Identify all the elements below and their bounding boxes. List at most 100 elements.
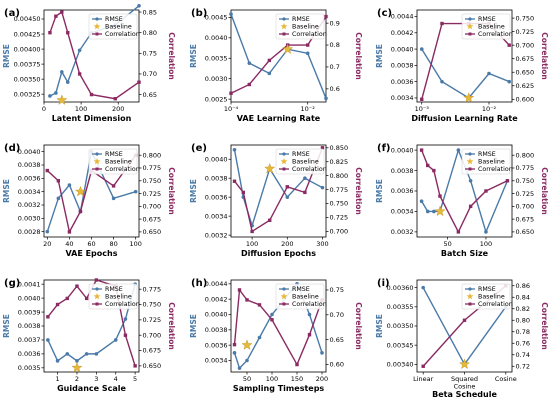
correlation-point: [306, 43, 310, 47]
plot-frame: [43, 9, 140, 103]
y-right-axis-label: Correlation: [167, 302, 176, 349]
y-right-tick-label: 0.775: [330, 186, 349, 194]
panel-f: 50 100 0.0032 0.0034 0.0036 0.0038 0.0040 0.650…: [375, 143, 549, 258]
y-right-tick-label: 0.600: [516, 95, 535, 103]
y-right-tick-label: 0.60: [330, 361, 344, 369]
y-left-tick-label: 0.00340: [387, 361, 414, 369]
plot-frame: [416, 9, 513, 103]
y-left-tick-label: 0.0038: [18, 322, 41, 330]
y-right-tick-label: 0.650: [143, 362, 162, 370]
baseline-star: [71, 362, 83, 373]
y-left-tick-label: 0.00360: [387, 284, 414, 292]
rmse-point: [245, 358, 249, 363]
x-tick-label: 4: [114, 375, 118, 383]
y-right-tick-label: 0.72: [516, 362, 530, 370]
legend-rmse-marker: [282, 152, 286, 156]
y-left-tick-label: 0.0034: [205, 357, 228, 365]
y-right-axis-label: Correlation: [540, 32, 549, 79]
legend-correlation-label: Correlation: [478, 301, 513, 308]
y-left-tick-label: 0.00450: [14, 15, 41, 23]
y-right-tick-label: 0.700: [143, 203, 162, 211]
rmse-point: [487, 71, 491, 76]
rmse-point: [54, 91, 58, 95]
y-left-tick-label: 0.0040: [205, 155, 228, 163]
rmse-point: [305, 51, 310, 56]
y-right-tick-label: 0.700: [330, 228, 349, 236]
y-left-tick-label: 0.0034: [18, 188, 41, 196]
y-left-axis-label: RMSE: [2, 44, 11, 68]
plot-frame: [230, 279, 327, 373]
y-right-tick-label: 0.80: [143, 29, 157, 37]
legend-baseline-label: Baseline: [478, 159, 505, 166]
legend-baseline-label: Baseline: [105, 159, 132, 166]
baseline-star: [56, 94, 68, 105]
legend-rmse-label: RMSE: [478, 286, 496, 293]
rmse-point: [56, 196, 61, 201]
x-tick-label: 10⁻²: [482, 105, 497, 113]
legend-baseline-marker: [280, 22, 288, 30]
correlation-point: [56, 179, 61, 183]
y-right-tick-label: 0.675: [516, 215, 535, 223]
y-left-tick-label: 0.0038: [205, 174, 228, 182]
legend-baseline-marker: [280, 157, 288, 165]
y-right-tick-label: 0.725: [143, 190, 162, 198]
rmse-point: [46, 338, 50, 342]
legend-baseline-marker: [93, 22, 101, 30]
correlation-point: [65, 296, 69, 301]
legend-baseline-label: Baseline: [105, 24, 132, 31]
y-left-tick-label: 0.0040: [18, 294, 41, 302]
panel-g: 1 2 3 4 5 0.0035 0.0036 0.0037 0.0038 0.0039 0.004…: [2, 278, 176, 393]
y-left-tick-label: 0.0034: [391, 208, 414, 216]
correlation-point: [237, 288, 242, 292]
panel-label: (b): [191, 8, 207, 19]
rmse-point: [123, 317, 128, 321]
rmse-point: [113, 338, 118, 342]
y-right-axis-label: Correlation: [540, 302, 549, 349]
y-right-tick-label: 0.675: [143, 215, 162, 223]
correlation-point: [113, 96, 117, 101]
x-tick-label: 200: [316, 375, 328, 383]
rmse-point: [111, 196, 116, 201]
correlation-point: [89, 92, 94, 97]
y-right-tick-label: 0.82: [516, 305, 530, 313]
rmse-point: [75, 359, 79, 363]
rmse-point: [77, 48, 82, 53]
baseline-star: [458, 358, 471, 370]
correlation-point: [77, 72, 82, 76]
rmse-point: [440, 79, 444, 84]
correlation-point: [268, 218, 272, 222]
legend-correlation-marker: [468, 167, 472, 171]
x-tick-label: 2: [75, 375, 79, 383]
correlation-point: [295, 362, 299, 367]
panel-label: (e): [191, 143, 207, 154]
y-right-tick-label: 0.825: [330, 158, 349, 166]
legend-correlation-label: Correlation: [292, 166, 327, 173]
y-right-tick-label: 0.775: [516, 164, 535, 172]
y-left-axis-label: RMSE: [2, 179, 11, 203]
legend-box: [275, 13, 325, 40]
y-left-tick-label: 0.0025: [205, 95, 228, 103]
rmse-point: [303, 176, 307, 180]
legend-box: [88, 13, 138, 40]
legend-baseline-marker: [466, 292, 474, 300]
y-right-tick-label: 0.775: [143, 164, 162, 172]
correlation-point: [232, 179, 237, 183]
correlation-point: [94, 278, 99, 282]
legend-rmse-label: RMSE: [292, 286, 310, 293]
legend-box: [88, 283, 138, 310]
y-right-tick-label: 0.86: [516, 282, 530, 290]
y-left-tick-label: 0.0036: [391, 187, 414, 195]
y-right-tick-label: 0.750: [330, 200, 349, 208]
y-right-tick-label: 0.70: [143, 70, 157, 78]
x-axis-label: VAE Epochs: [66, 249, 118, 258]
panel-e: 100 200 300 0.0032 0.0034 0.0036 0.0038 0.0040 0…: [189, 143, 363, 258]
rmse-point: [48, 94, 52, 98]
y-left-tick-label: 0.0040: [391, 146, 414, 154]
y-left-axis-label: RMSE: [375, 314, 384, 338]
rmse-point: [270, 312, 274, 317]
correlation-point: [468, 204, 473, 209]
y-left-tick-label: 0.0034: [391, 94, 414, 102]
baseline-star: [463, 92, 475, 103]
correlation-point: [67, 230, 72, 234]
